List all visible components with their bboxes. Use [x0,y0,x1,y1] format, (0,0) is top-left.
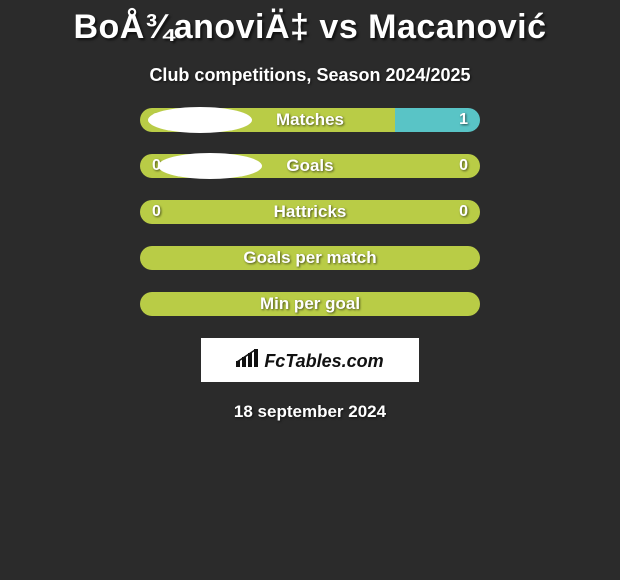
page-subtitle: Club competitions, Season 2024/2025 [149,65,470,86]
infographic-container: BoÅ¾anoviÄ‡ vs Macanović Club competitio… [0,0,620,580]
stat-row: Matches31 [140,108,480,132]
page-title: BoÅ¾anoviÄ‡ vs Macanović [73,8,546,47]
fctables-text: FcTables.com [264,351,383,372]
bars-icon [236,349,258,367]
player-ellipse-left [148,107,252,133]
stat-bar: Goals per match [140,246,480,270]
stat-bar: Hattricks0 0 [140,200,480,224]
player-ellipse-left [158,153,262,179]
stat-row: Goals00 [140,154,480,178]
stat-bar: Min per goal [140,292,480,316]
stats-area: Matches31Goals00Hattricks00Goals per mat… [140,86,480,316]
infographic-date: 18 september 2024 [234,402,386,422]
stat-row: Goals per match [140,246,480,270]
fctables-inner: FcTables.com [236,349,383,372]
stat-value-right: 0 [459,200,468,224]
stat-label: Goals per match [140,246,480,270]
fctables-badge: FcTables.com [201,338,419,382]
stat-row: Hattricks0 0 [140,200,480,224]
stat-value-right: 0 [459,154,468,178]
stat-label: Min per goal [140,292,480,316]
stat-value-right: 1 [459,108,468,132]
stat-label: Hattricks [140,200,480,224]
stat-row: Min per goal [140,292,480,316]
stat-value-left: 0 [152,200,161,224]
